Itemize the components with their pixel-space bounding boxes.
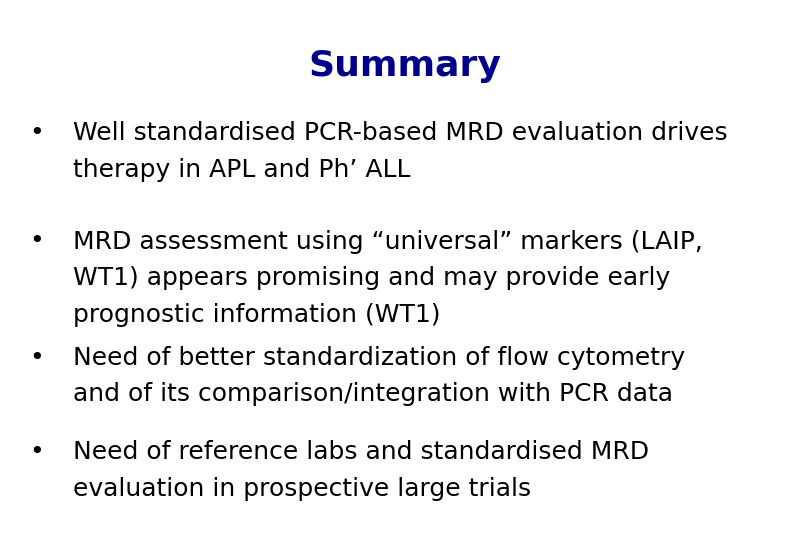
Text: therapy in APL and Ph’ ALL: therapy in APL and Ph’ ALL (73, 158, 411, 182)
Text: Need of better standardization of flow cytometry: Need of better standardization of flow c… (73, 346, 685, 369)
Text: WT1) appears promising and may provide early: WT1) appears promising and may provide e… (73, 266, 670, 290)
Text: MRD assessment using “universal” markers (LAIP,: MRD assessment using “universal” markers… (73, 230, 703, 253)
Text: and of its comparison/integration with PCR data: and of its comparison/integration with P… (73, 382, 673, 406)
Text: Summary: Summary (309, 49, 501, 83)
Text: •: • (29, 230, 44, 253)
Text: evaluation in prospective large trials: evaluation in prospective large trials (73, 477, 531, 501)
Text: Need of reference labs and standardised MRD: Need of reference labs and standardised … (73, 440, 649, 464)
Text: •: • (29, 440, 44, 464)
Text: •: • (29, 346, 44, 369)
Text: Well standardised PCR-based MRD evaluation drives: Well standardised PCR-based MRD evaluati… (73, 122, 727, 145)
Text: prognostic information (WT1): prognostic information (WT1) (73, 303, 441, 327)
Text: •: • (29, 122, 44, 145)
